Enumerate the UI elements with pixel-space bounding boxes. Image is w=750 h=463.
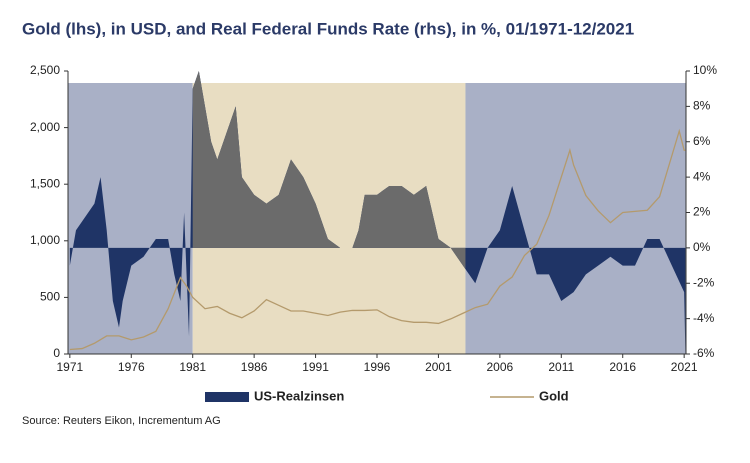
source-note: Source: Reuters Eikon, Incrementum AG: [22, 415, 221, 427]
x-tick-label: 1971: [56, 360, 83, 374]
x-tick-label: 2021: [671, 360, 698, 374]
y-tick-label: 500: [40, 290, 60, 304]
y2-tick-label: 6%: [693, 134, 711, 148]
x-tick-label: 2016: [609, 360, 636, 374]
gold-line: [69, 128, 686, 351]
y2-tick-label: -4%: [693, 311, 715, 325]
real-rate-area-segment: [192, 71, 466, 270]
x-tick-label: 1996: [364, 360, 391, 374]
y-tick-label: 1,500: [30, 176, 60, 190]
x-tick-label: 1976: [118, 360, 145, 374]
y2-tick-label: 10%: [693, 63, 717, 77]
x-tick-label: 2011: [548, 360, 574, 374]
y2-tick-label: -6%: [693, 346, 715, 360]
x-tick-label: 1991: [302, 360, 329, 374]
y-tick-label: 0: [53, 346, 60, 360]
y-tick-label: 2,500: [30, 63, 60, 77]
x-tick-label: 2006: [487, 360, 514, 374]
chart-title: Gold (lhs), in USD, and Real Federal Fun…: [22, 19, 634, 38]
x-tick-label: 1981: [179, 360, 206, 374]
legend-label: US-Realzinsen: [254, 388, 344, 403]
legend-swatch: [205, 392, 249, 402]
y-tick-label: 1,000: [30, 233, 60, 247]
y2-tick-label: 2%: [693, 205, 711, 219]
background-region: [465, 83, 686, 354]
legend-label: Gold: [539, 388, 569, 403]
y2-tick-label: 4%: [693, 169, 711, 183]
y2-tick-label: -2%: [693, 275, 715, 289]
x-tick-label: 2001: [425, 360, 452, 374]
y2-tick-label: 0%: [693, 240, 711, 254]
x-tick-label: 1986: [241, 360, 268, 374]
y2-tick-label: 8%: [693, 99, 711, 113]
y-tick-label: 2,000: [30, 120, 60, 134]
